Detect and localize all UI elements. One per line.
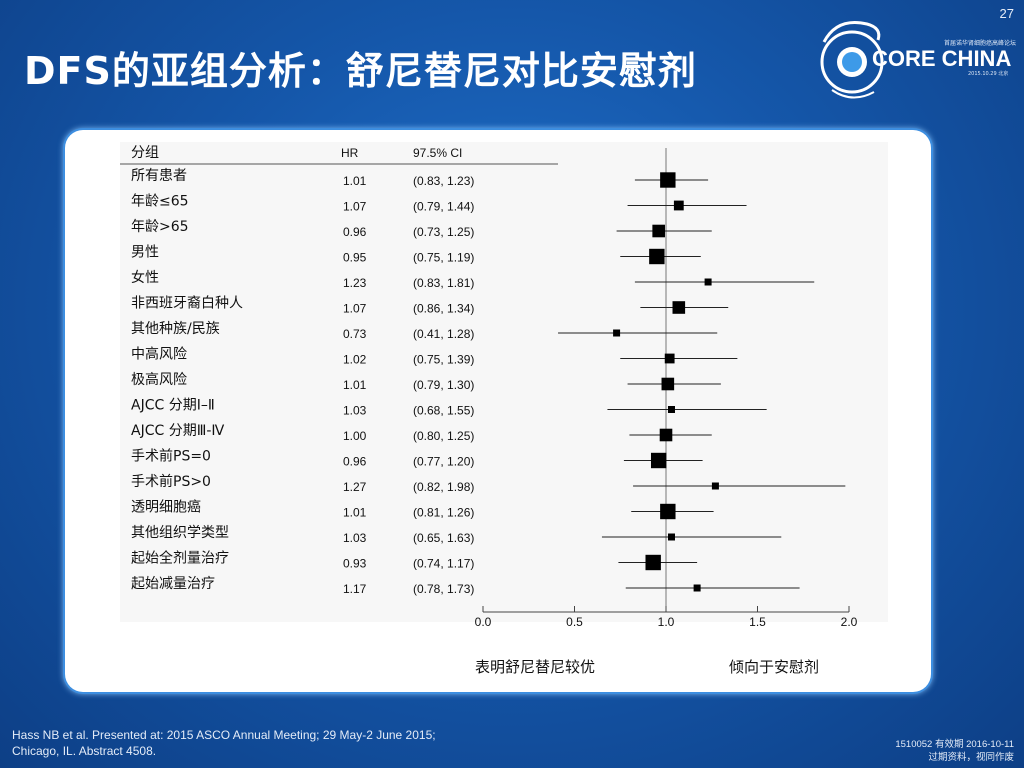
row-ci-value: (0.68, 1.55) xyxy=(413,404,474,418)
row-hr-value: 1.01 xyxy=(343,174,367,188)
slide-title: DFS的亚组分析：舒尼替尼对比安慰剂 xyxy=(24,49,697,93)
row-hr-value: 1.17 xyxy=(343,582,367,596)
footer-code: 1510052 有效期 2016-10-11 过期资料，视同作废 xyxy=(895,738,1014,764)
hr-marker xyxy=(667,533,675,541)
logo-date: 2015.10.29 北京 xyxy=(968,71,1009,77)
row-hr-value: 1.03 xyxy=(343,531,367,545)
forest-plot-panel: 分组 HR 97.5% CI 所有患者 1.01 (0.83, 1.23) 年龄≤65 1.0… xyxy=(65,130,931,692)
column-header-hr: HR xyxy=(341,146,359,160)
logo-subtitle: 首届诺华肾细胞癌高峰论坛 xyxy=(944,40,1017,47)
row-label: 年龄≤65 xyxy=(131,194,189,210)
expiry-note: 过期资料，视同作废 xyxy=(928,752,1014,763)
row-hr-value: 1.03 xyxy=(343,404,367,418)
hr-marker xyxy=(660,503,676,520)
row-label: 透明细胞癌 xyxy=(131,500,201,516)
row-hr-value: 1.01 xyxy=(343,378,367,392)
hr-marker xyxy=(613,329,621,337)
row-ci-value: (0.73, 1.25) xyxy=(413,225,474,239)
row-ci-value: (0.75, 1.19) xyxy=(413,251,474,265)
row-ci-value: (0.78, 1.73) xyxy=(413,582,474,596)
core-china-logo: 首届诺华肾细胞癌高峰论坛 CORE CHINA 2015.10.29 北京 xyxy=(812,12,1016,107)
hr-marker xyxy=(659,428,673,442)
row-label: 非西班牙裔白种人 xyxy=(131,295,243,312)
row-label: 所有患者 xyxy=(131,168,187,184)
row-ci-value: (0.83, 1.23) xyxy=(413,174,474,188)
row-ci-value: (0.79, 1.44) xyxy=(413,200,474,214)
citation-line-2: Chicago, IL. Abstract 4508. xyxy=(12,744,157,758)
hr-marker xyxy=(650,452,667,469)
column-header-ci: 97.5% CI xyxy=(413,146,462,160)
citation-line-1: Hass NB et al. Presented at: 2015 ASCO A… xyxy=(12,728,436,742)
hr-marker xyxy=(660,172,676,188)
row-hr-value: 1.07 xyxy=(343,302,367,316)
row-label: 女性 xyxy=(131,269,159,286)
hr-marker xyxy=(661,377,675,391)
hr-marker xyxy=(664,353,675,364)
row-hr-value: 0.95 xyxy=(343,251,367,265)
row-ci-value: (0.83, 1.81) xyxy=(413,276,474,290)
row-label: 其他种族/民族 xyxy=(131,321,220,337)
row-hr-value: 0.96 xyxy=(343,455,367,469)
row-label: 手术前PS=0 xyxy=(131,448,211,465)
forest-plot: 分组 HR 97.5% CI 所有患者 1.01 (0.83, 1.23) 年龄≤65 1.0… xyxy=(120,142,888,676)
favors-placebo-label: 倾向于安慰剂 xyxy=(729,658,819,676)
row-hr-value: 1.00 xyxy=(343,429,367,443)
row-label: 其他组织学类型 xyxy=(131,525,229,541)
row-label: 手术前PS>0 xyxy=(131,473,211,490)
hr-marker xyxy=(673,200,684,211)
row-ci-value: (0.81, 1.26) xyxy=(413,506,474,520)
x-axis-tick-label: 0.0 xyxy=(475,615,492,629)
hr-marker xyxy=(667,406,675,413)
row-ci-value: (0.75, 1.39) xyxy=(413,353,474,367)
x-axis-tick-label: 0.5 xyxy=(566,615,583,629)
hr-marker xyxy=(711,482,719,490)
row-label: 起始全剂量治疗 xyxy=(131,550,229,567)
row-hr-value: 1.07 xyxy=(343,200,367,214)
row-ci-value: (0.79, 1.30) xyxy=(413,378,474,392)
row-hr-value: 1.02 xyxy=(343,353,367,367)
logo-wordmark: CORE CHINA xyxy=(872,46,1012,71)
dragon-emblem-icon xyxy=(820,21,884,99)
row-label: 中高风险 xyxy=(131,346,187,363)
plot-background xyxy=(120,142,888,622)
page-number: 27 xyxy=(999,6,1014,21)
footer-citation: Hass NB et al. Presented at: 2015 ASCO A… xyxy=(12,727,436,759)
row-ci-value: (0.74, 1.17) xyxy=(413,557,474,571)
hr-marker xyxy=(672,301,686,314)
row-hr-value: 0.73 xyxy=(343,327,367,341)
row-label: AJCC 分期Ⅲ-Ⅳ xyxy=(131,423,224,439)
row-hr-value: 1.01 xyxy=(343,506,367,520)
row-label: 极高风险 xyxy=(131,371,187,388)
approval-code: 1510052 有效期 2016-10-11 xyxy=(895,739,1014,750)
hr-marker xyxy=(693,584,701,592)
column-header-group: 分组 xyxy=(131,145,159,161)
row-ci-value: (0.86, 1.34) xyxy=(413,302,474,316)
row-hr-value: 0.96 xyxy=(343,225,367,239)
row-hr-value: 1.27 xyxy=(343,480,367,494)
row-label: 起始减量治疗 xyxy=(131,576,215,592)
favors-sunitinib-label: 表明舒尼替尼较优 xyxy=(475,658,595,676)
hr-marker xyxy=(645,554,661,571)
row-ci-value: (0.65, 1.63) xyxy=(413,531,474,545)
hr-marker xyxy=(704,278,712,286)
row-label: 年龄>65 xyxy=(131,219,189,235)
row-label: 男性 xyxy=(131,245,159,261)
row-ci-value: (0.80, 1.25) xyxy=(413,429,474,443)
row-ci-value: (0.41, 1.28) xyxy=(413,327,474,341)
hr-marker xyxy=(649,248,665,265)
hr-marker xyxy=(652,224,665,238)
row-label: AJCC 分期Ⅰ–Ⅱ xyxy=(131,398,215,414)
row-hr-value: 1.23 xyxy=(343,276,367,290)
row-hr-value: 0.93 xyxy=(343,557,367,571)
row-ci-value: (0.77, 1.20) xyxy=(413,455,474,469)
x-axis-tick-label: 2.0 xyxy=(841,615,858,629)
x-axis-tick-label: 1.0 xyxy=(658,615,675,629)
row-ci-value: (0.82, 1.98) xyxy=(413,480,474,494)
x-axis-tick-label: 1.5 xyxy=(749,615,766,629)
